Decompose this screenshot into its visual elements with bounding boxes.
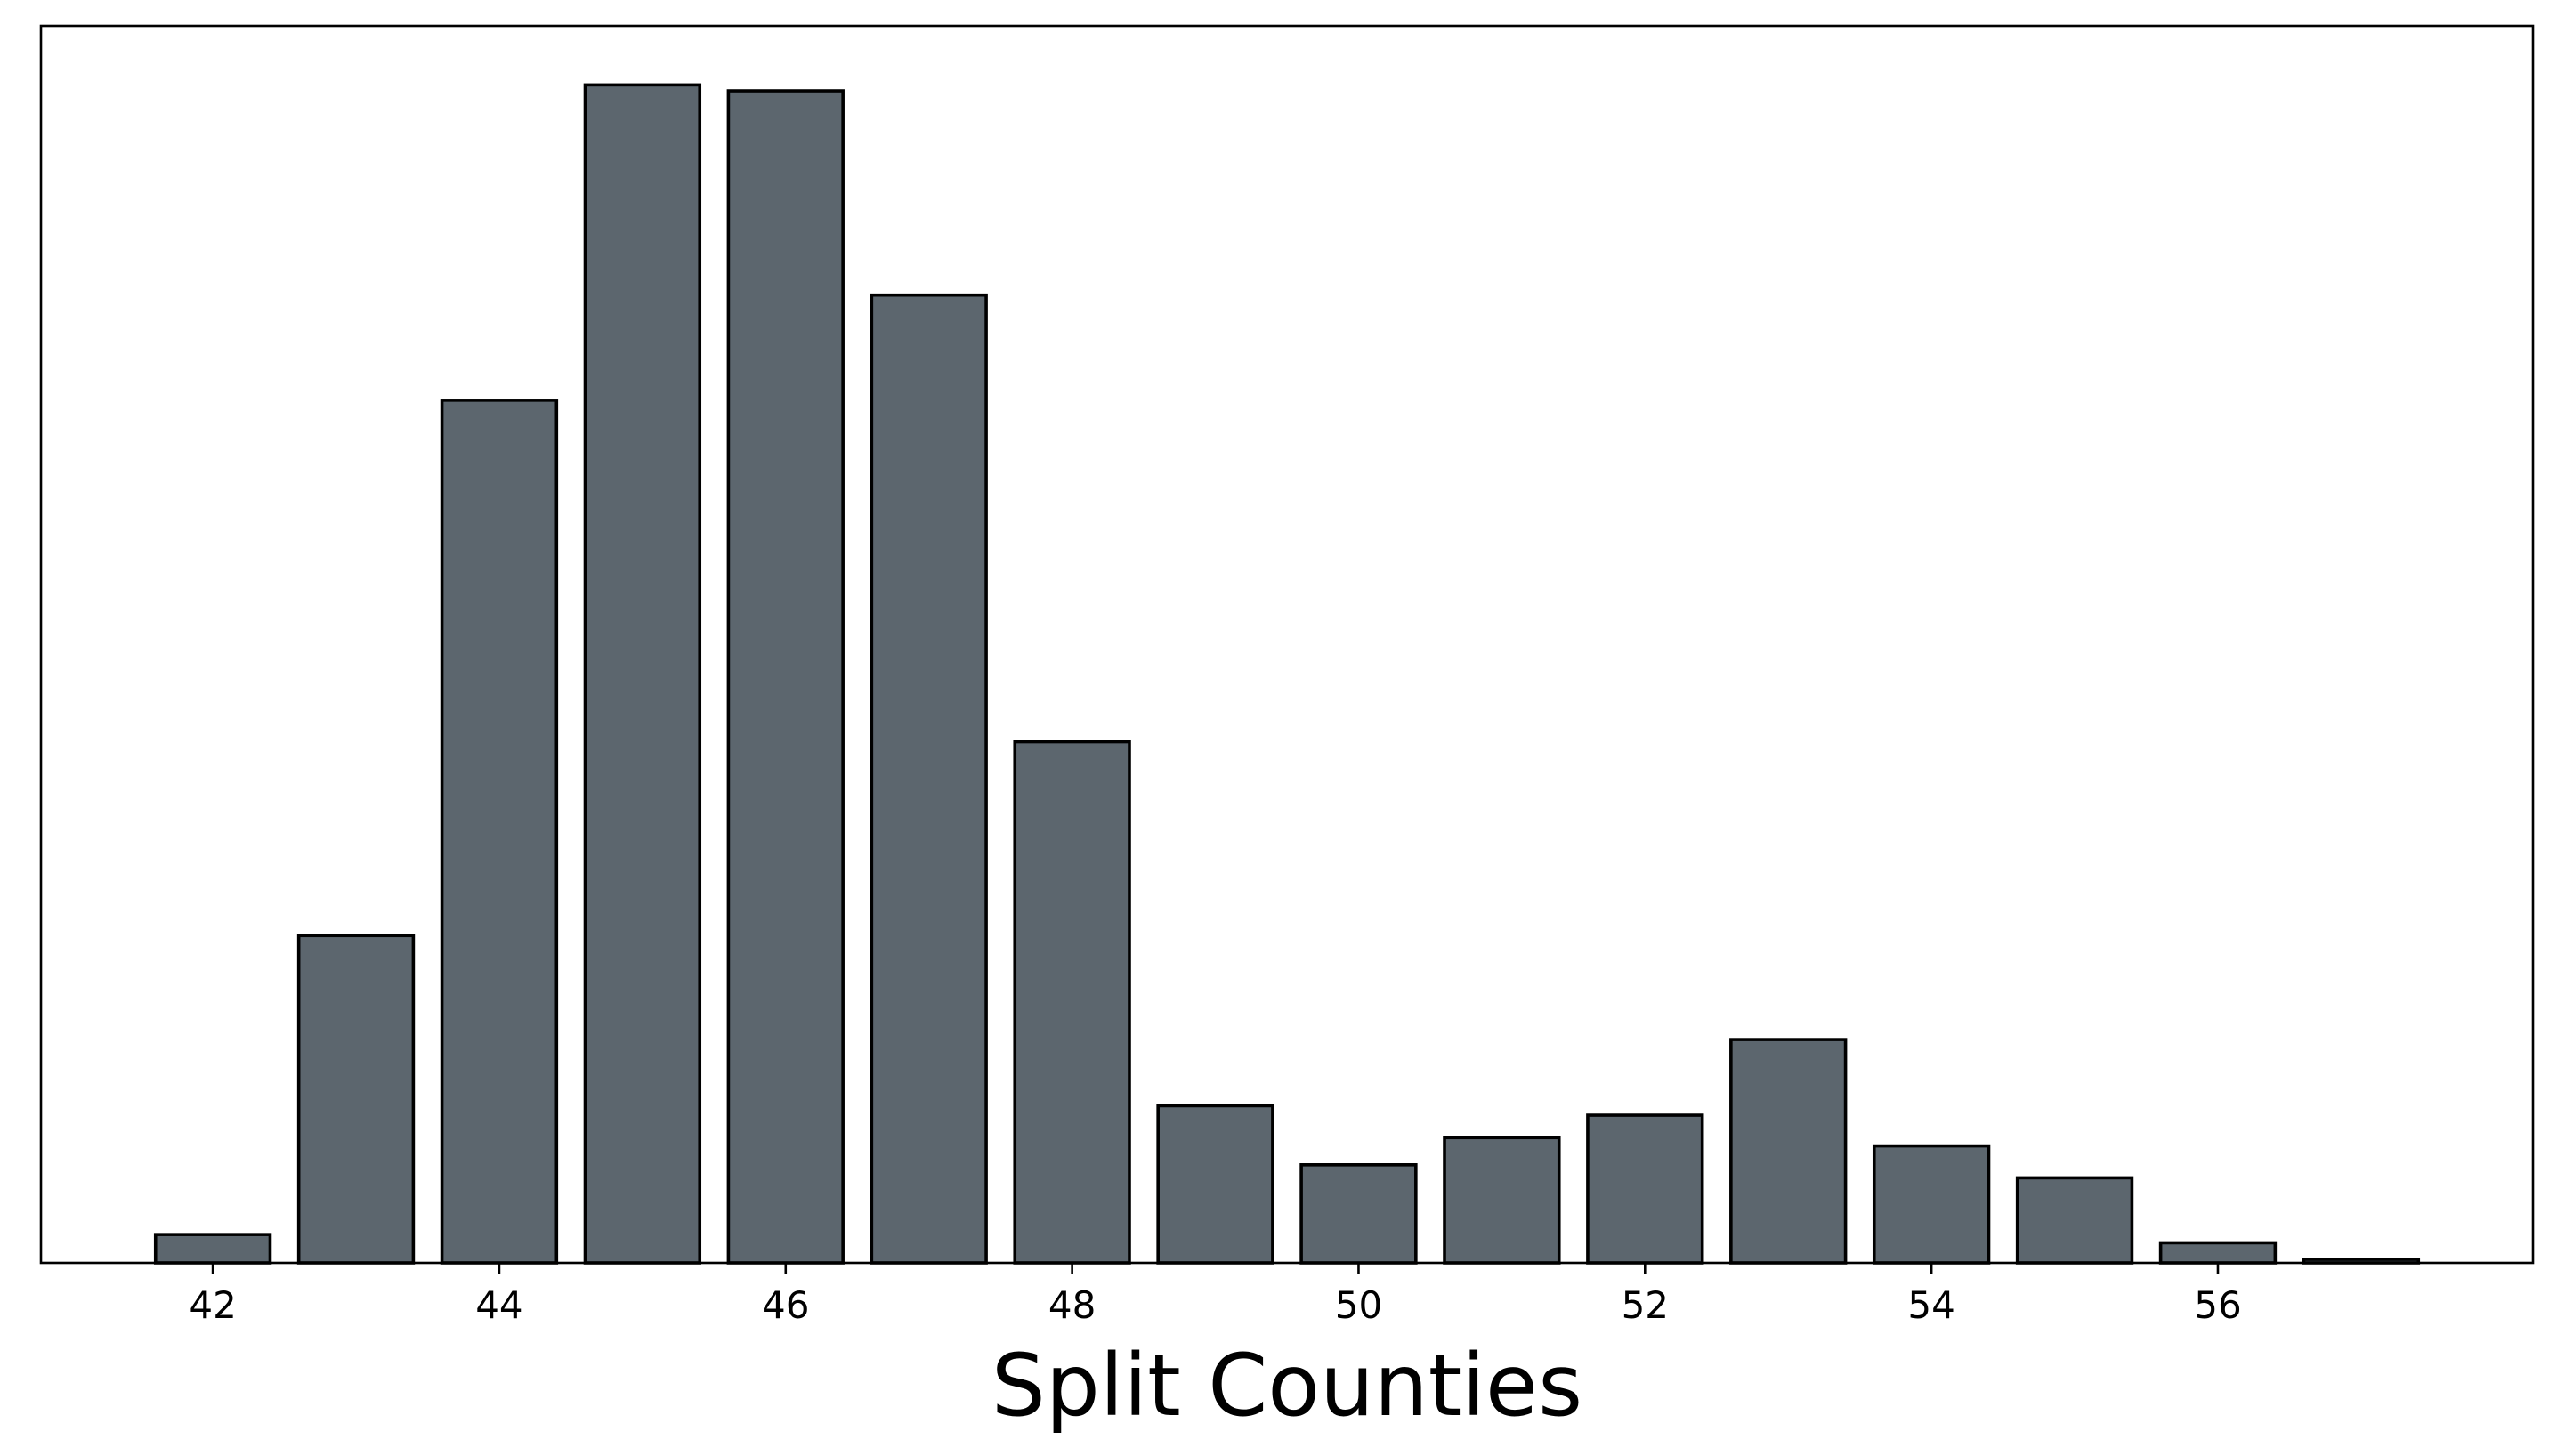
bar-53	[1729, 1038, 1848, 1265]
x-tick-label-56: 56	[2194, 1283, 2241, 1327]
x-tick-label-42: 42	[189, 1283, 236, 1327]
bar-47	[870, 293, 988, 1265]
bars-group	[153, 83, 2421, 1265]
x-tick-label-46: 46	[762, 1283, 809, 1327]
x-ticks-group: 42 44 46 48 50 52 54 56	[189, 1263, 2242, 1327]
bar-46	[726, 89, 845, 1265]
bar-49	[1156, 1104, 1274, 1265]
x-tick-label-50: 50	[1335, 1283, 1382, 1327]
plot-frame	[39, 24, 2535, 1265]
bar-42	[153, 1233, 272, 1265]
bar-52	[1586, 1113, 1704, 1265]
x-tick-label-52: 52	[1622, 1283, 1669, 1327]
x-axis-label: Split Counties	[991, 1336, 1582, 1436]
bar-45	[583, 83, 702, 1265]
bar-44	[440, 399, 559, 1265]
bar-55	[2015, 1176, 2134, 1265]
bar-56	[2158, 1241, 2278, 1265]
bar-54	[1872, 1144, 1991, 1265]
bar-51	[1443, 1136, 1561, 1265]
bar-48	[1013, 740, 1131, 1265]
x-tick-label-44: 44	[475, 1283, 522, 1327]
x-tick-label-54: 54	[1907, 1283, 1954, 1327]
bar-50	[1299, 1163, 1418, 1265]
bar-43	[296, 934, 416, 1265]
x-tick-label-48: 48	[1048, 1283, 1096, 1327]
